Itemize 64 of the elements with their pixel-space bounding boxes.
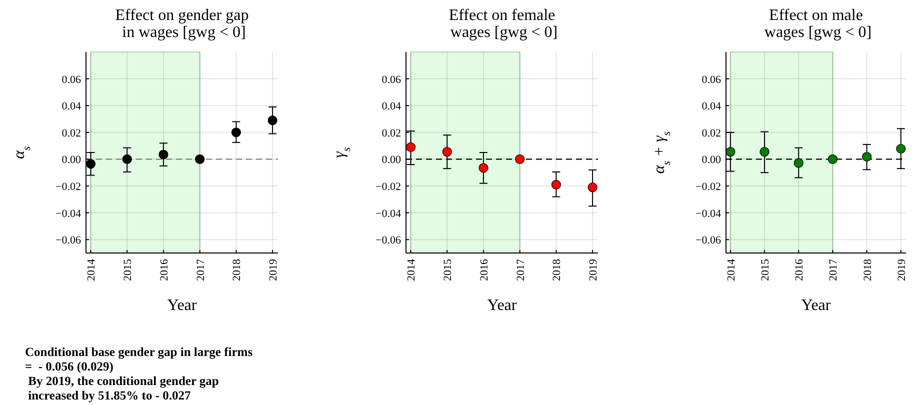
x-tick-label: 2018 bbox=[862, 258, 874, 281]
point bbox=[726, 147, 736, 157]
y-tick-label: 0.00 bbox=[702, 154, 722, 166]
y-tick-label: −0.02 bbox=[376, 181, 401, 193]
y-tick-label: −0.02 bbox=[56, 181, 81, 193]
chart-title: Effect on gender gap in wages [gwg < 0] bbox=[115, 7, 249, 41]
point bbox=[760, 147, 770, 157]
chart-title: Effect on male wages [gwg < 0] bbox=[760, 7, 872, 41]
x-tick-label: 2018 bbox=[551, 258, 564, 281]
y-tick-label: −0.06 bbox=[56, 234, 82, 247]
y-tick-label: −0.06 bbox=[696, 234, 722, 247]
point bbox=[86, 159, 96, 169]
y-tick-label: 0.06 bbox=[382, 74, 402, 86]
y-tick-label: 0.02 bbox=[382, 127, 401, 140]
x-tick-label: 2016 bbox=[158, 258, 170, 281]
point bbox=[231, 128, 241, 138]
y-tick-label: 0.06 bbox=[702, 74, 722, 86]
y-tick-label: 0.00 bbox=[62, 154, 82, 166]
x-axis-title: Year bbox=[167, 297, 198, 314]
x-tick-label: 2017 bbox=[514, 258, 527, 281]
point bbox=[268, 116, 278, 126]
x-tick-label: 2016 bbox=[794, 258, 806, 281]
x-tick-label: 2015 bbox=[122, 258, 134, 281]
point bbox=[195, 154, 205, 164]
x-tick-label: 2019 bbox=[896, 258, 908, 281]
point bbox=[794, 158, 804, 168]
point bbox=[478, 163, 488, 173]
point bbox=[588, 182, 598, 192]
y-tick-label: −0.02 bbox=[696, 181, 721, 193]
point bbox=[862, 152, 872, 162]
y-tick-label: 0.06 bbox=[62, 74, 82, 86]
y-tick-label: −0.04 bbox=[56, 208, 82, 220]
point bbox=[896, 144, 906, 154]
point bbox=[442, 147, 452, 157]
y-tick-label: 0.02 bbox=[702, 127, 721, 140]
x-tick-label: 2014 bbox=[725, 258, 738, 281]
point bbox=[158, 150, 168, 160]
y-tick-label: −0.06 bbox=[376, 234, 402, 247]
point bbox=[828, 154, 838, 164]
y-tick-label: 0.02 bbox=[62, 127, 81, 140]
y-tick-label: 0.04 bbox=[382, 100, 402, 113]
x-tick-label: 2016 bbox=[478, 258, 490, 281]
y-tick-label: −0.04 bbox=[376, 208, 402, 220]
x-tick-label: 2014 bbox=[86, 258, 98, 281]
x-tick-label: 2014 bbox=[406, 258, 418, 281]
x-tick-label: 2017 bbox=[194, 258, 207, 281]
y-tick-label: 0.04 bbox=[702, 100, 722, 113]
point bbox=[406, 142, 416, 152]
x-axis-title: Year bbox=[801, 297, 832, 314]
x-tick-label: 2019 bbox=[268, 258, 280, 281]
point bbox=[122, 154, 132, 164]
x-tick-label: 2017 bbox=[828, 258, 840, 281]
y-tick-label: 0.00 bbox=[382, 154, 402, 166]
point bbox=[515, 154, 525, 164]
x-tick-label: 2015 bbox=[760, 258, 772, 281]
x-tick-label: 2019 bbox=[588, 258, 600, 281]
y-tick-label: −0.04 bbox=[696, 208, 722, 220]
chart-title: Effect on female wages [gwg < 0] bbox=[446, 7, 558, 41]
x-tick-label: 2015 bbox=[442, 258, 454, 281]
x-axis-title: Year bbox=[487, 297, 518, 314]
x-tick-label: 2018 bbox=[231, 258, 244, 281]
y-tick-label: 0.04 bbox=[62, 100, 82, 113]
point bbox=[551, 180, 561, 190]
text: Conditional base gender gap in large firms = - 0.056 (0.029) By 2019, the conditional gender gap increased by 51.85% to - 0.027 bbox=[25, 345, 253, 402]
